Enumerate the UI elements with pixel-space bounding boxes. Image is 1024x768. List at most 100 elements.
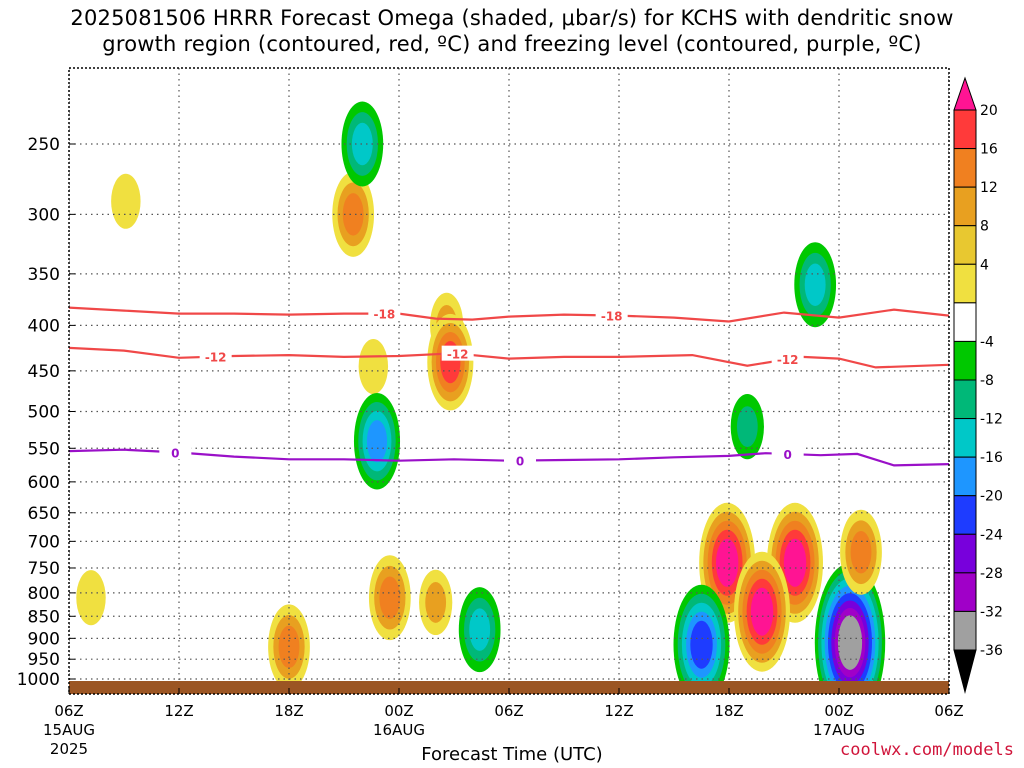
contour-label-dgz_minus12-1: -12 <box>447 348 469 362</box>
colorbar-box-9 <box>953 456 977 497</box>
colorbar-label-2: 12 <box>980 180 998 196</box>
contour-label-bg-freezing-2 <box>771 445 804 461</box>
colorbar-box-0 <box>953 109 977 150</box>
colorbar-label-3: 8 <box>980 219 989 235</box>
omega-feature-17 <box>814 563 886 694</box>
plot-area: -18 -18 -12 -12 -12 0 0 0 <box>69 0 949 694</box>
y-tick-label-600: 600 <box>28 473 60 493</box>
x-tick-label-6: 12Z <box>164 702 193 720</box>
x-tick-label-12: 18Z <box>274 702 303 720</box>
omega-level-12-1 <box>778 0 809 49</box>
y-tick-label-800: 800 <box>28 584 60 604</box>
omega-feature-4 <box>358 339 389 395</box>
omega-level-19-2 <box>850 530 872 574</box>
omega-feature-15 <box>734 551 790 672</box>
contour-dgz_minus18 <box>69 306 949 323</box>
omega-level-4-0 <box>358 339 389 395</box>
contour-label-freezing-1: 0 <box>516 455 524 469</box>
x-tick-date-0: 15AUG <box>43 721 95 739</box>
contour-label-freezing-0: 0 <box>171 446 179 460</box>
omega-level-18-2 <box>804 263 826 306</box>
omega-level-9-1 <box>425 582 447 623</box>
credit-link[interactable]: coolwx.com/models <box>840 740 1014 760</box>
omega-level-13-4 <box>783 538 807 587</box>
x-tick-label-42: 00Z <box>824 702 853 720</box>
y-tick-label-300: 300 <box>28 205 60 225</box>
colorbar-label-10: -24 <box>980 527 1003 543</box>
y-tick-label-950: 950 <box>28 650 60 670</box>
contour-label-bg-freezing-1 <box>504 452 536 468</box>
omega-feature-5 <box>353 392 401 490</box>
colorbar-box-7 <box>953 379 977 420</box>
omega-level-20-1 <box>736 406 758 448</box>
contour-label-bg-dgz_minus12-2 <box>771 351 804 367</box>
colorbar-top-triangle <box>953 76 977 111</box>
omega-feature-0 <box>76 570 106 626</box>
colorbar: 20 16 12 8 4 -4 -8 -12 -16 -20 -24 -28 -32 -36 <box>953 76 1003 694</box>
x-tick-label-18: 00Z <box>384 702 413 720</box>
colorbar-box-8 <box>953 418 977 458</box>
x-tick-label-0: 06Z <box>54 702 83 720</box>
omega-level-12-2 <box>783 0 804 38</box>
y-tick-label-700: 700 <box>28 532 60 552</box>
omega-level-16-4 <box>690 620 713 669</box>
colorbar-label-9: -20 <box>980 489 1003 505</box>
omega-feature-19 <box>840 509 882 595</box>
x-tick-label-36: 18Z <box>714 702 743 720</box>
colorbar-box-5 <box>953 302 977 342</box>
omega-level-17-7 <box>837 615 863 670</box>
omega-feature-11 <box>458 587 501 673</box>
y-tick-label-550: 550 <box>28 439 60 459</box>
colorbar-box-10 <box>953 495 977 535</box>
colorbar-box-3 <box>953 225 977 265</box>
colorbar-label-8: -16 <box>980 450 1003 466</box>
omega-level-15-4 <box>750 587 774 636</box>
colorbar-box-12 <box>953 572 977 612</box>
contour-label-dgz_minus18-0: -18 <box>373 308 395 322</box>
omega-level-0-0 <box>76 570 106 626</box>
contour-label-dgz_minus18-1: -18 <box>601 309 623 323</box>
omega-level-11-2 <box>469 608 491 651</box>
y-tick-label-900: 900 <box>28 629 60 649</box>
colorbar-box-11 <box>953 533 977 574</box>
omega-level-14-4 <box>715 538 739 587</box>
contour-label-bg-dgz_minus18-1 <box>595 307 628 323</box>
y-tick-label-1000: 1000 <box>17 670 60 690</box>
y-tick-label-350: 350 <box>28 265 60 285</box>
omega-level-2-2 <box>342 193 364 236</box>
contour-label-bg-dgz_minus18-0 <box>368 305 401 321</box>
omega-level-12-0 <box>772 0 814 60</box>
omega-feature-9 <box>419 569 453 636</box>
colorbar-box-4 <box>953 263 977 304</box>
colorbar-label-1: 16 <box>980 142 998 158</box>
omega-feature-2 <box>332 171 375 257</box>
x-tick-label-24: 06Z <box>494 702 523 720</box>
y-tick-label-650: 650 <box>28 504 60 524</box>
colorbar-label-11: -28 <box>980 566 1003 582</box>
contour-freezing <box>69 448 949 467</box>
contour-label-dgz_minus12-2: -12 <box>777 353 799 367</box>
omega-level-5-3 <box>366 420 388 463</box>
omega-feature-8 <box>368 555 411 641</box>
contour-label-dgz_minus12-0: -12 <box>205 351 227 365</box>
colorbar-label-4: 4 <box>980 257 989 273</box>
omega-feature-12 <box>772 0 814 60</box>
colorbar-label-6: -8 <box>980 373 994 389</box>
contour-label-bg-freezing-0 <box>159 444 192 460</box>
omega-feature-18 <box>794 242 837 328</box>
omega-feature-1 <box>111 173 141 229</box>
omega-feature-16 <box>673 584 730 694</box>
y-tick-label-850: 850 <box>28 607 60 627</box>
colorbar-box-2 <box>953 186 977 227</box>
contour-label-bg-dgz_minus12-0 <box>199 348 232 364</box>
omega-level-1-0 <box>111 173 141 229</box>
colorbar-label-0: 20 <box>980 103 998 119</box>
x-axis-label: Forecast Time (UTC) <box>421 744 603 765</box>
x-tick-year-0: 2025 <box>50 740 88 758</box>
x-tick-label-48: 06Z <box>934 702 963 720</box>
contour-label-freezing-2: 0 <box>783 448 791 462</box>
colorbar-box-1 <box>953 148 977 188</box>
colorbar-label-5: -4 <box>980 334 994 350</box>
y-tick-label-450: 450 <box>28 362 60 382</box>
